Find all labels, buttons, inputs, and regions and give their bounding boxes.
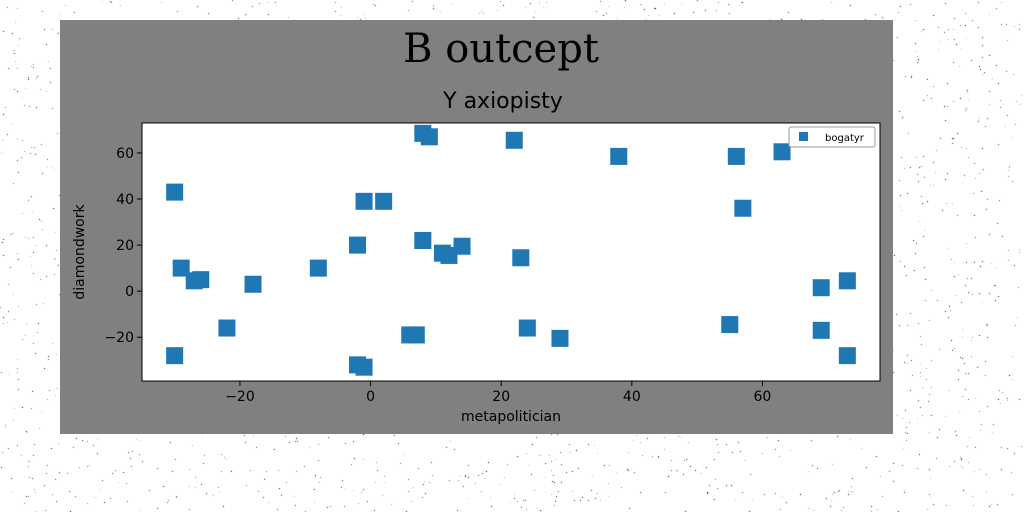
- y-tick-label: 0: [125, 284, 134, 300]
- data-point: [355, 192, 373, 210]
- chart-title: B outcept: [403, 26, 599, 72]
- y-axis-label: diamondwork: [72, 204, 88, 300]
- data-point: [166, 347, 184, 365]
- x-tick-label: −20: [225, 389, 255, 405]
- data-point: [838, 272, 856, 290]
- x-tick-label: 40: [623, 389, 641, 405]
- data-point: [355, 358, 373, 376]
- x-tick-label: 60: [754, 389, 772, 405]
- legend-marker-bogatyr: [799, 132, 808, 141]
- legend: bogatyr: [788, 126, 876, 148]
- y-tick-label: 20: [116, 238, 134, 254]
- data-point: [192, 271, 210, 289]
- data-point: [518, 319, 536, 337]
- x-tick-label: 20: [492, 389, 510, 405]
- y-tick-label: −20: [104, 330, 134, 346]
- y-axis: −20 0 20 40 60: [104, 146, 142, 346]
- y-tick-label: 40: [116, 192, 134, 208]
- data-point: [375, 192, 393, 210]
- legend-label-bogatyr: bogatyr: [825, 133, 865, 144]
- y-tick-label: 60: [116, 146, 134, 162]
- data-point: [440, 246, 458, 264]
- chart-subtitle: Y axiopisty: [442, 89, 563, 114]
- data-points: [166, 124, 856, 376]
- legend-box: [788, 126, 876, 148]
- data-point: [551, 329, 569, 347]
- x-axis: −20 0 20 40 60: [225, 381, 771, 405]
- data-point: [414, 231, 432, 249]
- data-point: [721, 316, 739, 334]
- scatter-plot: B outcept Y axiopisty −20 0 20 40 60 −20 0 20 4…: [72, 26, 881, 425]
- data-point: [407, 326, 425, 344]
- data-point: [453, 237, 471, 255]
- data-point: [838, 347, 856, 365]
- data-point: [172, 259, 190, 277]
- data-point: [420, 128, 438, 146]
- data-point: [166, 183, 184, 201]
- x-axis-label: metapolitician: [461, 409, 561, 425]
- data-point: [218, 319, 236, 337]
- x-tick-label: 0: [366, 389, 375, 405]
- data-point: [309, 259, 327, 277]
- data-point: [734, 199, 752, 217]
- data-point: [610, 147, 628, 165]
- data-point: [349, 236, 367, 254]
- data-point: [727, 147, 745, 165]
- data-point: [244, 275, 262, 293]
- data-point: [773, 143, 791, 161]
- data-point: [505, 131, 523, 149]
- data-point: [512, 249, 530, 267]
- data-point: [812, 321, 830, 339]
- chart-figure: B outcept Y axiopisty −20 0 20 40 60 −20 0 20 4…: [60, 20, 893, 434]
- plot-area: [141, 122, 881, 382]
- data-point: [812, 279, 830, 297]
